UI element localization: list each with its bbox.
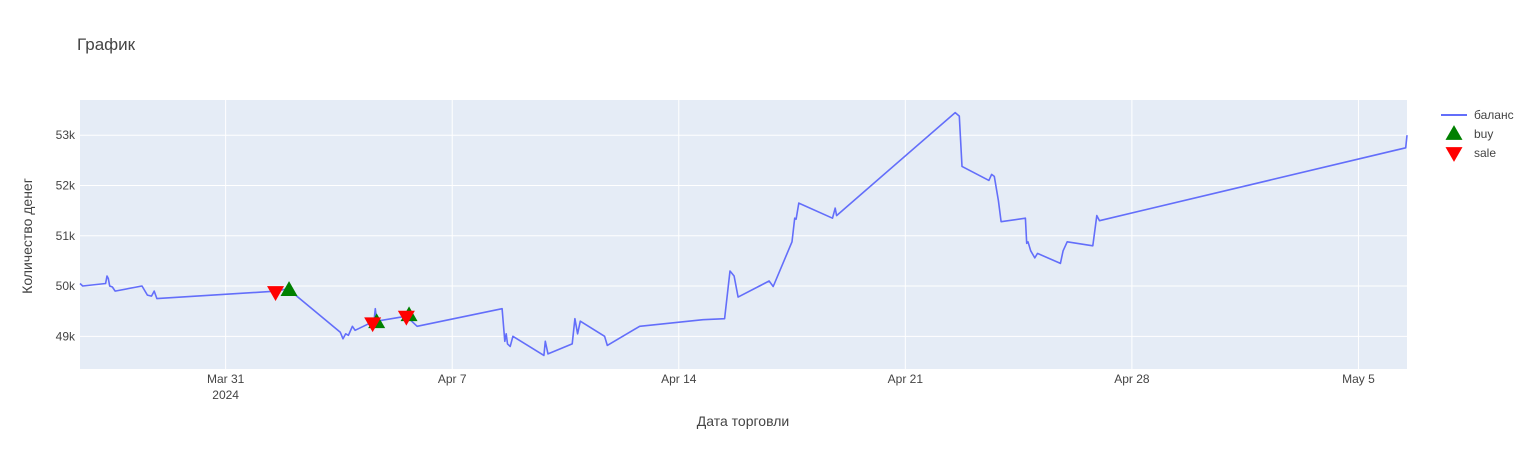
legend-label: buy — [1474, 127, 1493, 141]
y-tick-label: 51k — [56, 229, 76, 243]
y-tick-label: 50k — [56, 279, 76, 293]
x-tick-label: Apr 7 — [438, 372, 467, 386]
sale-marker[interactable] — [397, 310, 415, 326]
y-axis-title: Количество денег — [19, 178, 35, 294]
legend[interactable]: баланс buy sale — [1441, 108, 1514, 162]
plot-area — [80, 100, 1407, 369]
x-axis-title: Дата торговли — [697, 413, 789, 429]
x-tick-label: Apr 14 — [661, 372, 697, 386]
x-tick-sublabel: 2024 — [212, 388, 239, 402]
x-tick-label: Mar 31 — [207, 372, 245, 386]
x-tick-label: May 5 — [1342, 372, 1375, 386]
legend-marker-swatch — [1445, 125, 1463, 140]
grid-lines — [80, 100, 1407, 369]
y-tick-label: 52k — [56, 178, 76, 192]
legend-item-sale[interactable]: sale — [1445, 146, 1497, 162]
buy-marker[interactable] — [280, 281, 298, 296]
series-layer — [79, 111, 1408, 357]
y-axis-ticks: 49k 50k 51k 52k 53k — [56, 128, 76, 343]
balance-line — [79, 111, 1408, 357]
legend-item-buy[interactable]: buy — [1445, 125, 1494, 141]
legend-label: sale — [1474, 146, 1496, 160]
legend-label: баланс — [1474, 108, 1514, 122]
chart-title: График — [77, 35, 136, 54]
x-tick-label: Apr 28 — [1114, 372, 1150, 386]
y-tick-label: 53k — [56, 128, 76, 142]
legend-marker-swatch — [1445, 147, 1463, 162]
sale-marker[interactable] — [364, 317, 382, 333]
legend-item-баланс[interactable]: баланс — [1441, 108, 1514, 122]
x-tick-label: Apr 21 — [888, 372, 924, 386]
sale-marker[interactable] — [267, 286, 285, 301]
y-tick-label: 49k — [56, 329, 76, 343]
x-axis-ticks: Mar 31 2024 Apr 7 Apr 14 Apr 21 Apr 28 May 5 — [207, 372, 1375, 402]
